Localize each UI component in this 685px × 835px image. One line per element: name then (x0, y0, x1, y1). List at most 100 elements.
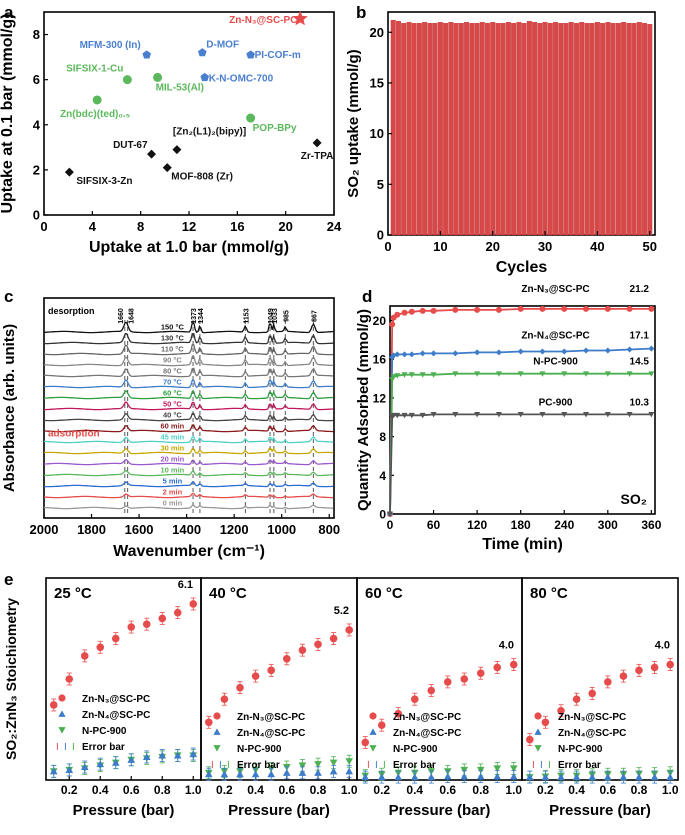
legend-label: Zn-N₄@SC-PC (558, 728, 626, 739)
legend-label: Zn-N₃@SC-PC (237, 712, 305, 723)
series-marker (401, 351, 408, 358)
bar (390, 19, 396, 236)
series-marker (495, 411, 502, 418)
bar (553, 21, 558, 236)
end-value-label: 4.0 (655, 640, 670, 652)
bar (594, 21, 600, 236)
x-tick-label: 0.2 (216, 783, 233, 797)
x-tick-label: 180 (511, 518, 531, 532)
legend-marker (58, 710, 66, 717)
series-marker (387, 511, 393, 517)
data-marker (509, 772, 518, 780)
spectrum-label: 110 °C (161, 345, 184, 354)
bar (396, 20, 401, 236)
spectrum-label: 20 min (160, 455, 184, 464)
y-axis-label: SO₂:ZnN₃ Stoichiometry (3, 598, 19, 760)
y-axis-label: Quantity Adsorbed (mmol/g) (355, 309, 372, 511)
legend-label: Zn-N₄@SC-PC (237, 728, 305, 739)
data-marker (493, 772, 502, 780)
data-marker (427, 773, 436, 781)
series-marker (539, 348, 546, 355)
legend-label: N-PC-900 (558, 744, 603, 755)
spectrum-label: 60 °C (163, 389, 182, 398)
bar (427, 22, 433, 236)
series-line (389, 413, 652, 515)
point-label: D-MOF (206, 40, 239, 51)
scatter-point (92, 95, 102, 105)
legend-marker (58, 694, 66, 702)
legend-error-glyph: I (548, 760, 551, 771)
data-marker (283, 768, 291, 776)
series-marker (419, 412, 426, 419)
y-tick-label: 5 (377, 177, 384, 192)
y-tick-label: 0 (379, 508, 386, 522)
bar (485, 22, 490, 236)
data-marker (111, 758, 120, 766)
series-marker (430, 411, 437, 418)
scatter-point (246, 113, 256, 123)
x-axis-label: Pressure (bar) (549, 802, 651, 819)
scatter-point (122, 75, 132, 85)
series-marker (389, 321, 396, 328)
series-marker (583, 411, 590, 418)
x-axis-label: Cycles (496, 259, 548, 276)
bar (406, 21, 412, 236)
x-tick-label: 1200 (220, 522, 249, 537)
peak-label: 1660 (118, 308, 125, 324)
legend-label: Zn-N₃@SC-PC (558, 712, 626, 723)
legend-marker (534, 712, 542, 720)
peak-label: 1153 (243, 308, 250, 323)
spectrum-line (43, 412, 334, 422)
series-marker (495, 306, 502, 313)
spectrum-line (43, 321, 334, 334)
x-tick-label: 1400 (172, 522, 201, 537)
y-tick-label: 15 (370, 75, 384, 90)
series-marker (408, 351, 415, 358)
series-marker (604, 347, 611, 354)
spectrum-line (43, 436, 334, 444)
peak-label: 1049 (268, 308, 275, 324)
series-marker (561, 371, 568, 377)
spectrum-line (43, 492, 334, 499)
data-marker (329, 634, 338, 643)
series-marker (430, 307, 437, 314)
series-marker (408, 308, 415, 315)
legend-error-glyph: I (540, 760, 543, 771)
data-marker (314, 640, 322, 649)
x-axis-label: Wavenumber (cm⁻¹) (113, 543, 265, 560)
data-marker (635, 773, 643, 781)
bar (474, 22, 480, 236)
series-end-value: 17.1 (630, 331, 650, 342)
legend-label: Error bar (393, 760, 436, 771)
subplot-title: 60 °C (365, 585, 403, 602)
x-tick-label: 24 (327, 219, 342, 234)
series-marker (648, 371, 655, 377)
point-label: Zn-N₃@SC-PC (229, 15, 297, 26)
point-label: SIFSIX-1-Cu (66, 64, 123, 75)
legend-label: Zn-N₄@SC-PC (393, 728, 461, 739)
data-marker (650, 663, 659, 672)
bar (490, 21, 496, 236)
x-axis-label: Pressure (bar) (389, 802, 491, 819)
legend-label: Zn-N₃@SC-PC (82, 694, 150, 705)
data-marker (588, 773, 596, 781)
spectrum-label: 130 °C (161, 334, 185, 343)
y-axis-label: Uptake at 0.1 bar (mmol/g) (0, 13, 16, 213)
spectrum-label: 2 min (163, 488, 183, 497)
x-tick-label: 16 (230, 219, 244, 234)
bar (526, 20, 532, 236)
data-marker (526, 773, 534, 781)
x-tick-label: 1000 (267, 522, 296, 537)
x-tick-label: 0 (40, 219, 47, 234)
data-marker (443, 772, 452, 780)
data-marker (96, 643, 105, 652)
data-marker (460, 772, 469, 780)
x-tick-label: 0.2 (61, 783, 78, 797)
x-tick-label: 0.6 (123, 783, 140, 797)
point-label: MIL-53(Al) (156, 82, 204, 93)
spectrum-line (44, 367, 334, 378)
bar (500, 22, 506, 236)
legend-error-glyph: I (375, 760, 378, 771)
series-marker (539, 371, 546, 377)
subplot-title: 40 °C (209, 585, 247, 602)
